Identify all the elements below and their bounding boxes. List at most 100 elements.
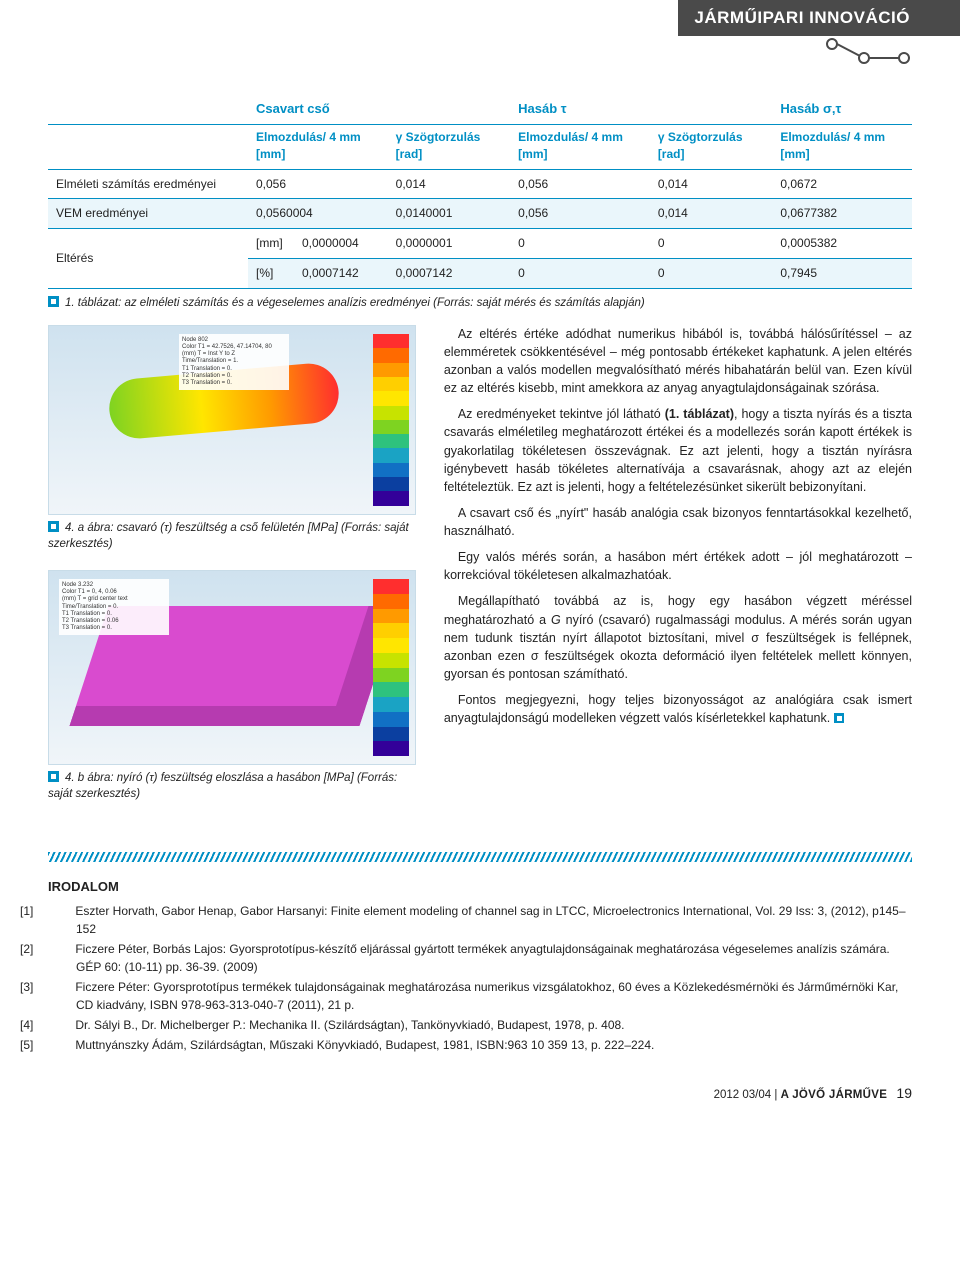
info-line: Time/Translation = 0. — [62, 604, 166, 611]
body-paragraph: Megállapítható továbbá az is, hogy egy h… — [444, 592, 912, 683]
cell: 0,014 — [388, 169, 511, 199]
th-group: Hasáb σ,τ — [772, 94, 912, 125]
p-text: Az eredményeket tekintve jól látható — [458, 407, 665, 421]
cell: 0,0672 — [772, 169, 912, 199]
cell: 0,0007142 — [388, 258, 511, 288]
info-line: T3 Translation = 0. — [182, 380, 286, 387]
page-footer: 2012 03/04 | A JÖVŐ JÁRMŰVE 19 — [48, 1084, 912, 1104]
cell: 0,7945 — [772, 258, 912, 288]
cell: 0,014 — [650, 199, 773, 229]
th-group: Csavart cső — [248, 94, 510, 125]
reference-item: [4] Dr. Sályi B., Dr. Michelberger P.: M… — [48, 1016, 912, 1034]
table-group-row: Csavart cső Hasáb τ Hasáb σ,τ — [48, 94, 912, 125]
info-line: Color T1 = 42.7526, 47.14704, 80 — [182, 344, 286, 351]
reference-item: [5] Muttnyánszky Ádám, Szilárdságtan, Mű… — [48, 1036, 912, 1054]
cell-val: 0,0007142 — [302, 266, 359, 280]
footer-issue: 2012 03/04 — [714, 1089, 772, 1101]
body-paragraph: A csavart cső és „nyírt" hasáb analógia … — [444, 504, 912, 540]
info-line: T1 Translation = 0. — [62, 611, 166, 618]
cell: 0,056 — [510, 199, 650, 229]
info-line: Color T1 = 0, 4, 0.06 — [62, 589, 166, 596]
caption-text: 4. b ábra: nyíró (τ) feszültség eloszlás… — [48, 772, 397, 800]
cell: 0,014 — [650, 169, 773, 199]
p-bold: (1. táblázat) — [665, 407, 734, 421]
cell-val: 0,0000004 — [302, 236, 359, 250]
info-line: (mm) T = Inst Y to Z — [182, 351, 286, 358]
table-row: Eltérés [mm] [mm]0,0000004 0,0000001 0 0… — [48, 229, 912, 259]
sub-inline: [%] — [256, 265, 302, 282]
section-divider — [48, 852, 912, 862]
header-decoration — [822, 36, 912, 72]
table-sub-row: Elmozdulás/ 4 mm [mm] γ Szögtorzulás [ra… — [48, 124, 912, 169]
cell: 0,0677382 — [772, 199, 912, 229]
th-blank — [48, 94, 248, 125]
body-paragraph: Az eltérés értéke adódhat numerikus hibá… — [444, 325, 912, 398]
cell: 0 — [510, 229, 650, 259]
p-text: A csavart cső és „nyírt" hasáb analógia … — [444, 506, 912, 538]
cell: [%]0,0007142 — [248, 258, 388, 288]
color-legend — [373, 579, 409, 756]
table-caption: 1. táblázat: az elméleti számítás és a v… — [48, 295, 912, 311]
sub-inline: [mm] — [256, 235, 302, 252]
fea-info-box: Node 802 Color T1 = 42.7526, 47.14704, 8… — [179, 334, 289, 390]
cell: 0 — [510, 258, 650, 288]
cell: 0,0005382 — [772, 229, 912, 259]
th-blank — [48, 124, 248, 169]
body-text-column: Az eltérés értéke adódhat numerikus hibá… — [444, 325, 912, 820]
figure-4a-caption: 4. a ábra: csavaró (τ) feszültség a cső … — [48, 520, 416, 552]
th-sub: Elmozdulás/ 4 mm [mm] — [772, 124, 912, 169]
info-line: T2 Translation = 0.06 — [62, 618, 166, 625]
cell: 0 — [650, 229, 773, 259]
th-sub: γ Szögtorzulás [rad] — [388, 124, 511, 169]
caption-bullet-icon — [48, 521, 59, 532]
p-ital: G — [551, 613, 561, 627]
cell: 0,0560004 — [248, 199, 388, 229]
cell: [mm]0,0000004 — [248, 229, 388, 259]
info-line: T2 Translation = 0. — [182, 373, 286, 380]
section-title: JÁRMŰIPARI INNOVÁCIÓ — [694, 8, 910, 27]
th-group: Hasáb τ — [510, 94, 772, 125]
info-line: Time/Translation = 1. — [182, 358, 286, 365]
p-text: Egy valós mérés során, a hasábon mért ér… — [444, 550, 912, 582]
body-paragraph: Az eredményeket tekintve jól látható (1.… — [444, 405, 912, 496]
info-line: T3 Translation = 0. — [62, 625, 166, 632]
body-paragraph: Egy valós mérés során, a hasábon mért ér… — [444, 548, 912, 584]
table-row: VEM eredményei 0,0560004 0,0140001 0,056… — [48, 199, 912, 229]
section-header: JÁRMŰIPARI INNOVÁCIÓ — [678, 0, 960, 36]
row-label: Eltérés — [48, 229, 248, 289]
references-list: [1] Eszter Horvath, Gabor Henap, Gabor H… — [48, 902, 912, 1054]
cell: 0,0000001 — [388, 229, 511, 259]
reference-item: [2] Ficzere Péter, Borbás Lajos: Gyorspr… — [48, 940, 912, 976]
info-line: Node 3.232 — [62, 582, 166, 589]
th-sub: γ Szögtorzulás [rad] — [650, 124, 773, 169]
cell: 0,0140001 — [388, 199, 511, 229]
footer-page: 19 — [896, 1085, 912, 1101]
color-legend — [373, 334, 409, 506]
row-label: Elméleti számítás eredményei — [48, 169, 248, 199]
body-paragraph: Fontos megjegyezni, hogy teljes bizonyos… — [444, 691, 912, 727]
row-label: VEM eredményei — [48, 199, 248, 229]
info-line: T1 Translation = 0. — [182, 366, 286, 373]
th-sub: Elmozdulás/ 4 mm [mm] — [248, 124, 388, 169]
caption-text: 4. a ábra: csavaró (τ) feszültség a cső … — [48, 522, 409, 550]
figure-4b-caption: 4. b ábra: nyíró (τ) feszültség eloszlás… — [48, 770, 416, 802]
cell: 0 — [650, 258, 773, 288]
reference-item: [3] Ficzere Péter: Gyorsprototípus termé… — [48, 978, 912, 1014]
figure-4a: Node 802 Color T1 = 42.7526, 47.14704, 8… — [48, 325, 416, 515]
end-mark-icon — [834, 713, 844, 723]
figure-4b: Node 3.232 Color T1 = 0, 4, 0.06 (mm) T … — [48, 570, 416, 765]
fea-info-box: Node 3.232 Color T1 = 0, 4, 0.06 (mm) T … — [59, 579, 169, 635]
th-sub: Elmozdulás/ 4 mm [mm] — [510, 124, 650, 169]
caption-bullet-icon — [48, 296, 59, 307]
table-row: Elméleti számítás eredményei 0,056 0,014… — [48, 169, 912, 199]
p-text: Az eltérés értéke adódhat numerikus hibá… — [444, 327, 912, 395]
reference-item: [1] Eszter Horvath, Gabor Henap, Gabor H… — [48, 902, 912, 938]
info-line: Node 802 — [182, 337, 286, 344]
cell: 0,056 — [510, 169, 650, 199]
cell: 0,056 — [248, 169, 388, 199]
results-table: Csavart cső Hasáb τ Hasáb σ,τ Elmozdulás… — [48, 94, 912, 289]
caption-bullet-icon — [48, 771, 59, 782]
references-heading: IRODALOM — [48, 878, 912, 896]
footer-mag: A JÖVŐ JÁRMŰVE — [781, 1089, 888, 1101]
info-line: (mm) T = grid center text — [62, 596, 166, 603]
